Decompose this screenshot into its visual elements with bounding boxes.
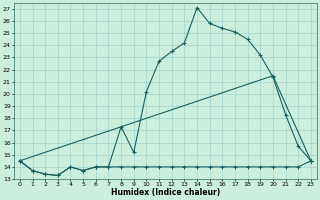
X-axis label: Humidex (Indice chaleur): Humidex (Indice chaleur) xyxy=(111,188,220,197)
